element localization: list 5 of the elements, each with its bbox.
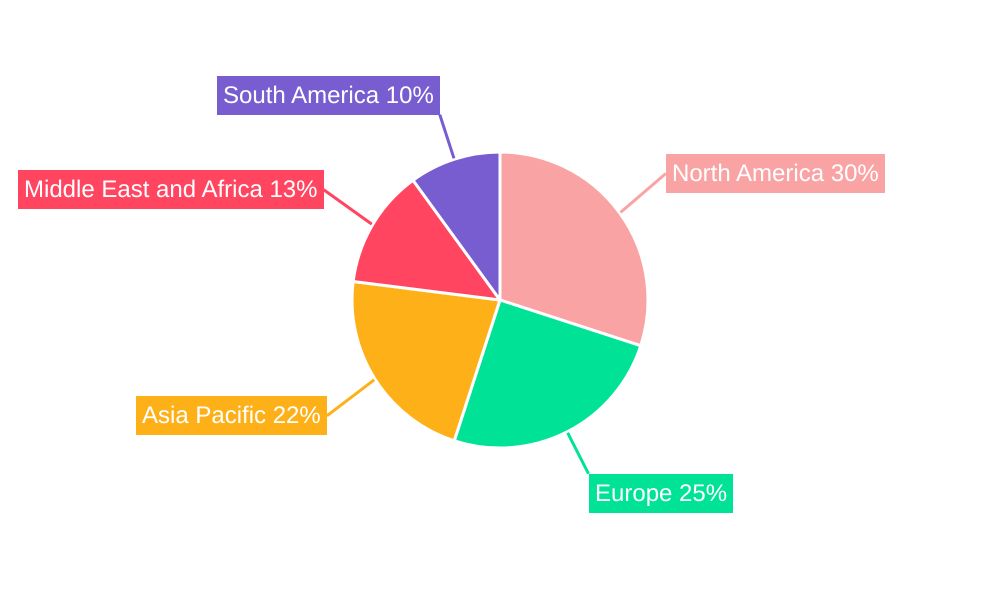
slice-label: Europe 25% — [595, 480, 728, 507]
slice-label: North America 30% — [672, 160, 879, 187]
slice-label: Asia Pacific 22% — [142, 402, 321, 429]
slice-label: Middle East and Africa 13% — [24, 176, 318, 203]
slice-label: South America 10% — [223, 82, 434, 109]
